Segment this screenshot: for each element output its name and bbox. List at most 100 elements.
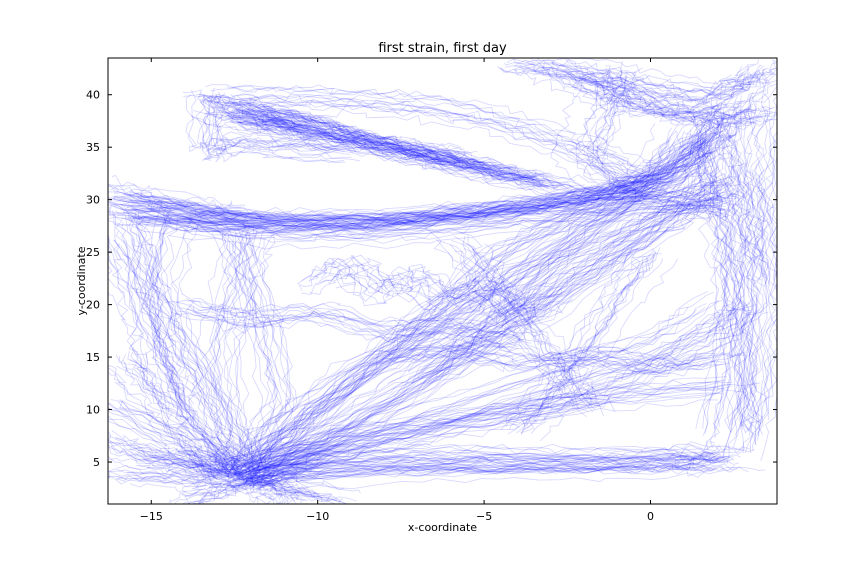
trajectory-line	[695, 95, 743, 429]
trajectory-line	[116, 464, 223, 472]
trajectory-line	[247, 144, 687, 483]
trajectory-line	[410, 339, 747, 365]
trajectory-line	[533, 65, 751, 118]
trajectory-line	[199, 99, 344, 163]
trajectory-line	[212, 450, 344, 501]
trajectory-line	[229, 241, 284, 483]
trajectory-line	[505, 247, 639, 427]
trajectory-line	[175, 313, 512, 353]
trajectory-line	[224, 391, 721, 475]
y-tick-label: 20	[86, 299, 100, 312]
trajectory-line	[600, 69, 777, 118]
trajectory-line	[241, 110, 492, 174]
trajectory-line	[112, 189, 248, 218]
trajectory-line	[233, 105, 716, 459]
trajectory-line	[190, 176, 735, 227]
trajectory-line	[195, 96, 339, 151]
trajectory-line	[538, 71, 756, 123]
trajectory-line	[564, 69, 755, 119]
trajectory-line	[224, 399, 718, 483]
trajectory-line	[229, 455, 709, 480]
trajectory-line	[119, 165, 687, 221]
trajectory-line	[232, 460, 717, 480]
trajectory-line	[519, 64, 744, 118]
trajectory-line	[118, 356, 228, 473]
trajectory-line	[108, 418, 207, 476]
trajectory-line	[136, 162, 702, 220]
trajectory-line	[119, 398, 238, 468]
trajectory-line	[111, 430, 238, 471]
trajectory-line	[742, 171, 768, 454]
trajectory-line	[246, 458, 727, 495]
trajectory-line	[186, 308, 518, 352]
trajectory-line	[267, 464, 749, 488]
trajectory-line	[109, 169, 671, 225]
trajectory-line	[273, 108, 521, 173]
trajectory-line	[239, 194, 725, 465]
trajectory-line	[500, 67, 750, 107]
trajectory-line	[216, 103, 361, 163]
trajectory-line	[212, 237, 248, 483]
trajectory-line	[192, 298, 525, 334]
trajectory-line	[177, 457, 263, 483]
y-axis-label: y-coordinate	[75, 246, 88, 315]
trajectory-line	[233, 448, 716, 469]
trajectory-line	[407, 171, 703, 373]
trajectory-line	[260, 195, 672, 480]
trajectory-line	[530, 258, 664, 434]
trajectory-line	[257, 188, 669, 470]
trajectory-line	[224, 222, 279, 463]
trajectory-line	[372, 346, 707, 373]
trajectory-line	[183, 196, 730, 242]
trajectory-line	[216, 458, 348, 504]
trajectory-line	[526, 246, 661, 429]
trajectory-line	[108, 254, 175, 417]
trajectory-line	[702, 91, 754, 429]
trajectory-line	[513, 68, 732, 118]
trajectory-line	[522, 251, 656, 431]
trajectory-line	[255, 189, 665, 470]
trajectory-line	[221, 99, 538, 178]
trajectory-line	[203, 97, 297, 126]
trajectory-line	[235, 119, 600, 194]
trajectory-line	[583, 70, 770, 125]
trajectory-line	[295, 309, 760, 465]
trajectory-line	[115, 231, 186, 402]
trajectory-line	[715, 102, 768, 277]
trajectory-line	[220, 451, 357, 502]
trajectory-line	[129, 451, 222, 478]
trajectory-line	[145, 444, 229, 471]
trajectory-line	[172, 189, 722, 237]
trajectory-line	[248, 482, 283, 504]
trajectory-line	[258, 132, 694, 467]
trajectory-line	[329, 254, 563, 314]
trajectory-line	[233, 225, 269, 476]
trajectory-line	[279, 111, 478, 155]
trajectory-line	[204, 450, 339, 502]
trajectory-line	[266, 108, 514, 175]
trajectory-line	[189, 193, 740, 240]
trajectory-line	[108, 407, 220, 474]
trajectory-line	[428, 173, 731, 379]
trajectory-line	[230, 464, 715, 488]
trajectory-line	[520, 254, 655, 434]
trajectory-line	[181, 462, 314, 504]
trajectory-line	[130, 100, 746, 224]
trajectory-line	[220, 110, 586, 187]
trajectory-line	[247, 449, 728, 469]
trajectory-line	[174, 461, 307, 504]
trajectory-line	[265, 126, 470, 166]
trajectory-line	[145, 214, 238, 470]
trajectory-line	[195, 228, 232, 476]
trajectory-line	[113, 239, 184, 409]
trajectory-line	[273, 297, 736, 454]
trajectory-line	[434, 178, 736, 378]
trajectory-line	[109, 440, 235, 476]
trajectory-line	[108, 455, 218, 489]
trajectory-line	[591, 73, 773, 122]
trajectory-line	[113, 136, 714, 226]
trajectory-line	[506, 58, 755, 93]
trajectory-line	[257, 448, 741, 468]
trajectory-line	[138, 107, 752, 232]
trajectory-line	[213, 100, 648, 185]
